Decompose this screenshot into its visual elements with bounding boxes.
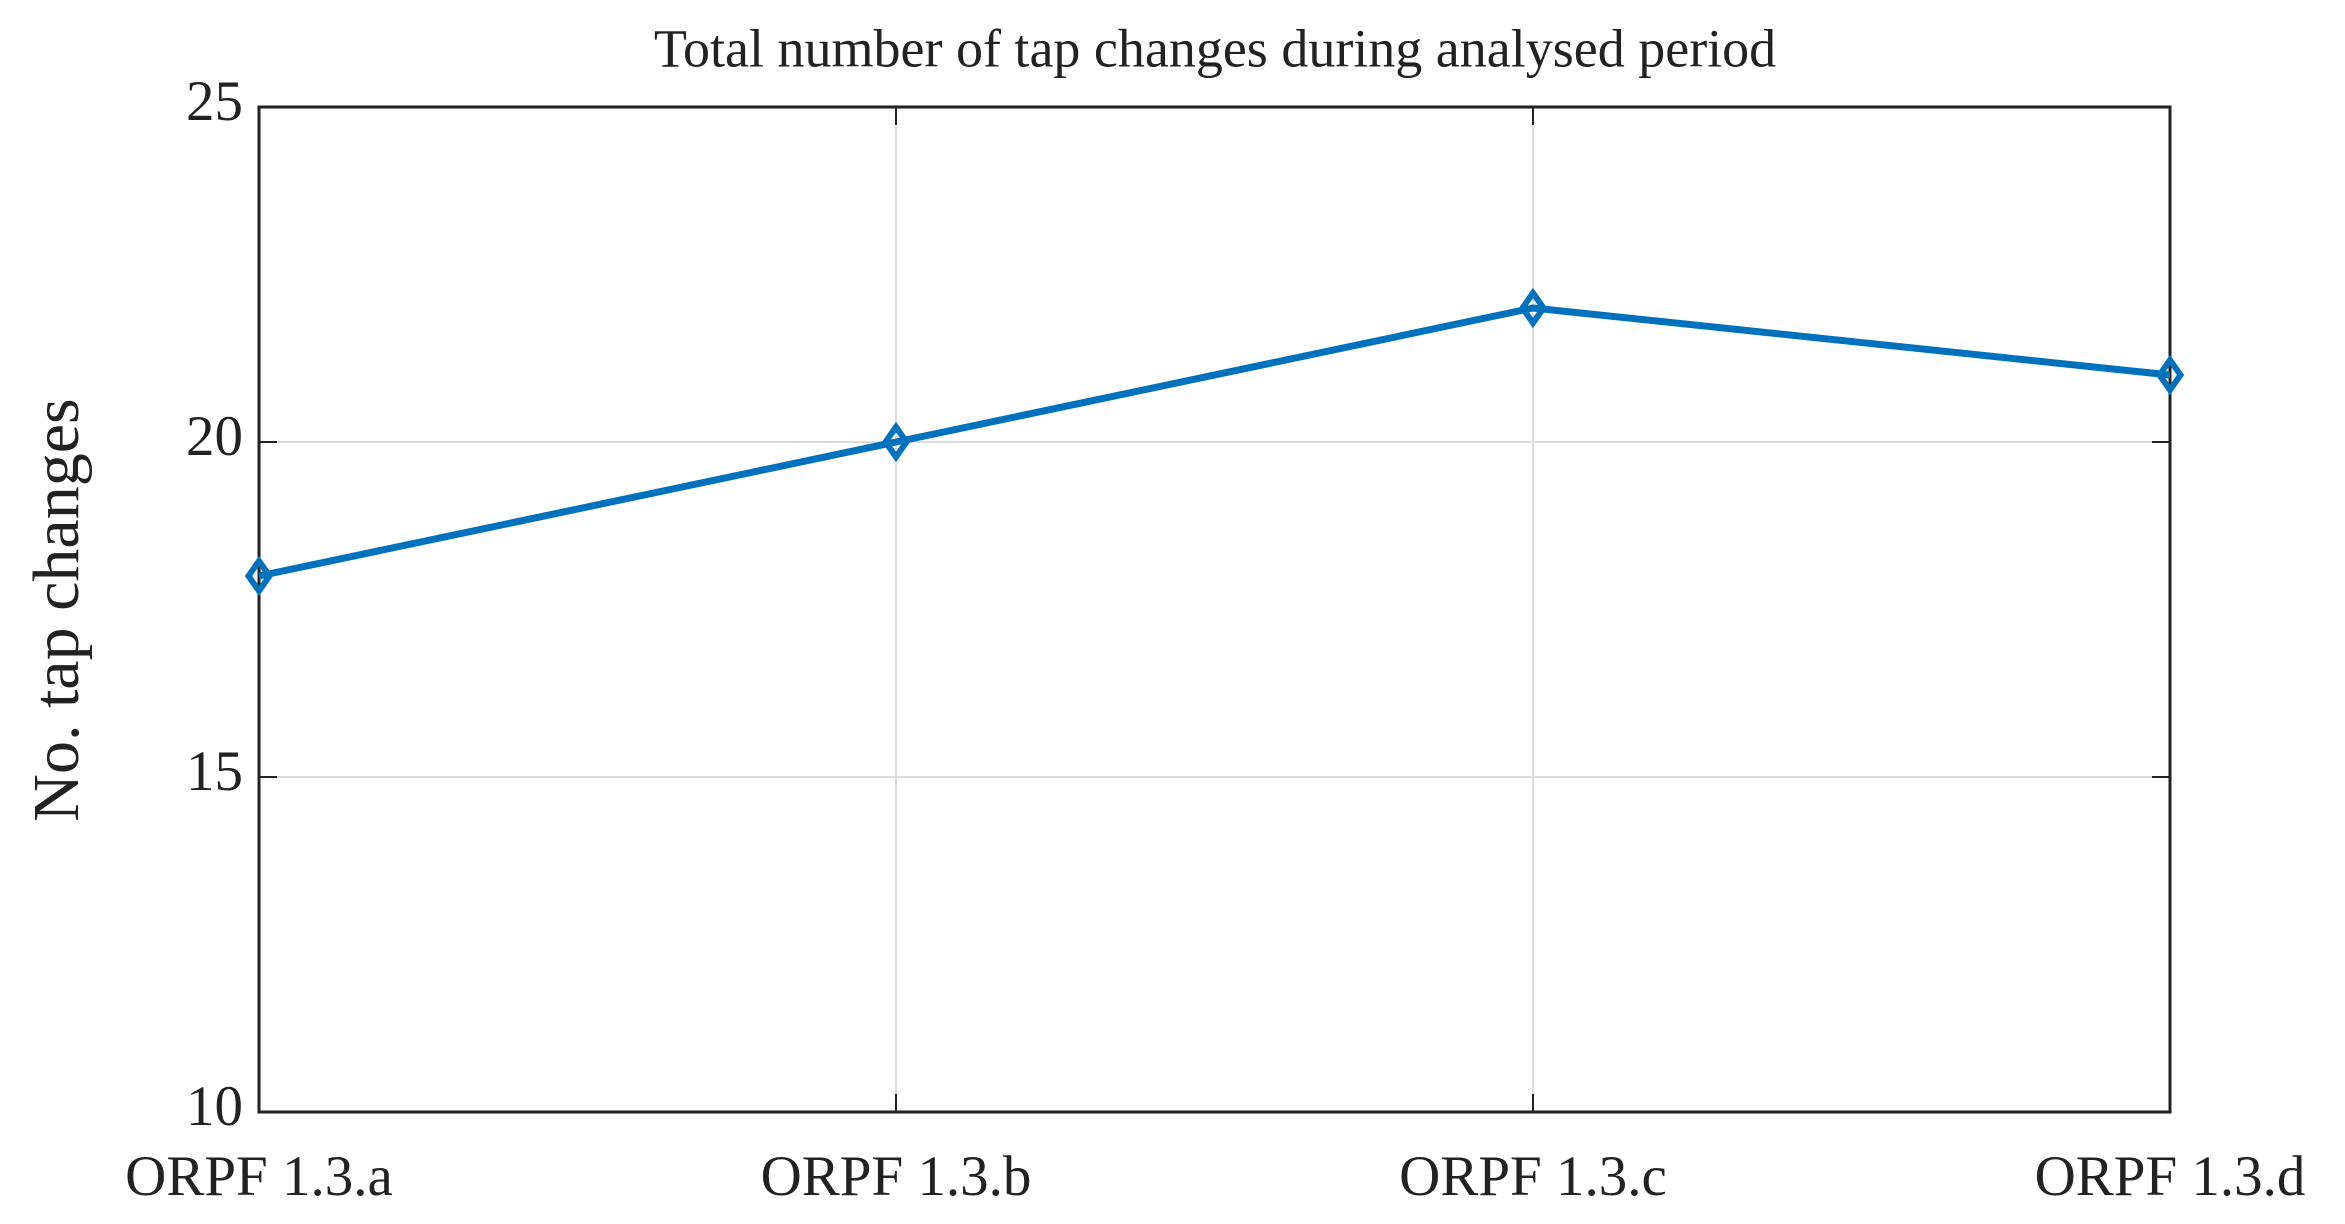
x-tick-label: ORPF 1.3.d — [2035, 1145, 2306, 1208]
chart-title: Total number of tap changes during analy… — [654, 18, 1776, 78]
marker — [881, 421, 911, 463]
y-axis-label: No. tap changes — [20, 398, 93, 821]
marker — [1518, 287, 1548, 329]
marker — [2155, 354, 2185, 396]
y-tick-label: 10 — [186, 1075, 243, 1138]
plot-frame — [257, 105, 2172, 1114]
x-tick-label: ORPF 1.3.a — [125, 1145, 393, 1208]
y-tick-label: 20 — [186, 405, 243, 468]
y-tick-label: 15 — [186, 740, 243, 803]
marker — [244, 555, 274, 597]
x-tick-label: ORPF 1.3.c — [1399, 1145, 1667, 1208]
line — [258, 304, 2171, 580]
y-tick-label: 25 — [186, 70, 243, 133]
x-tick-label: ORPF 1.3.b — [761, 1145, 1032, 1208]
